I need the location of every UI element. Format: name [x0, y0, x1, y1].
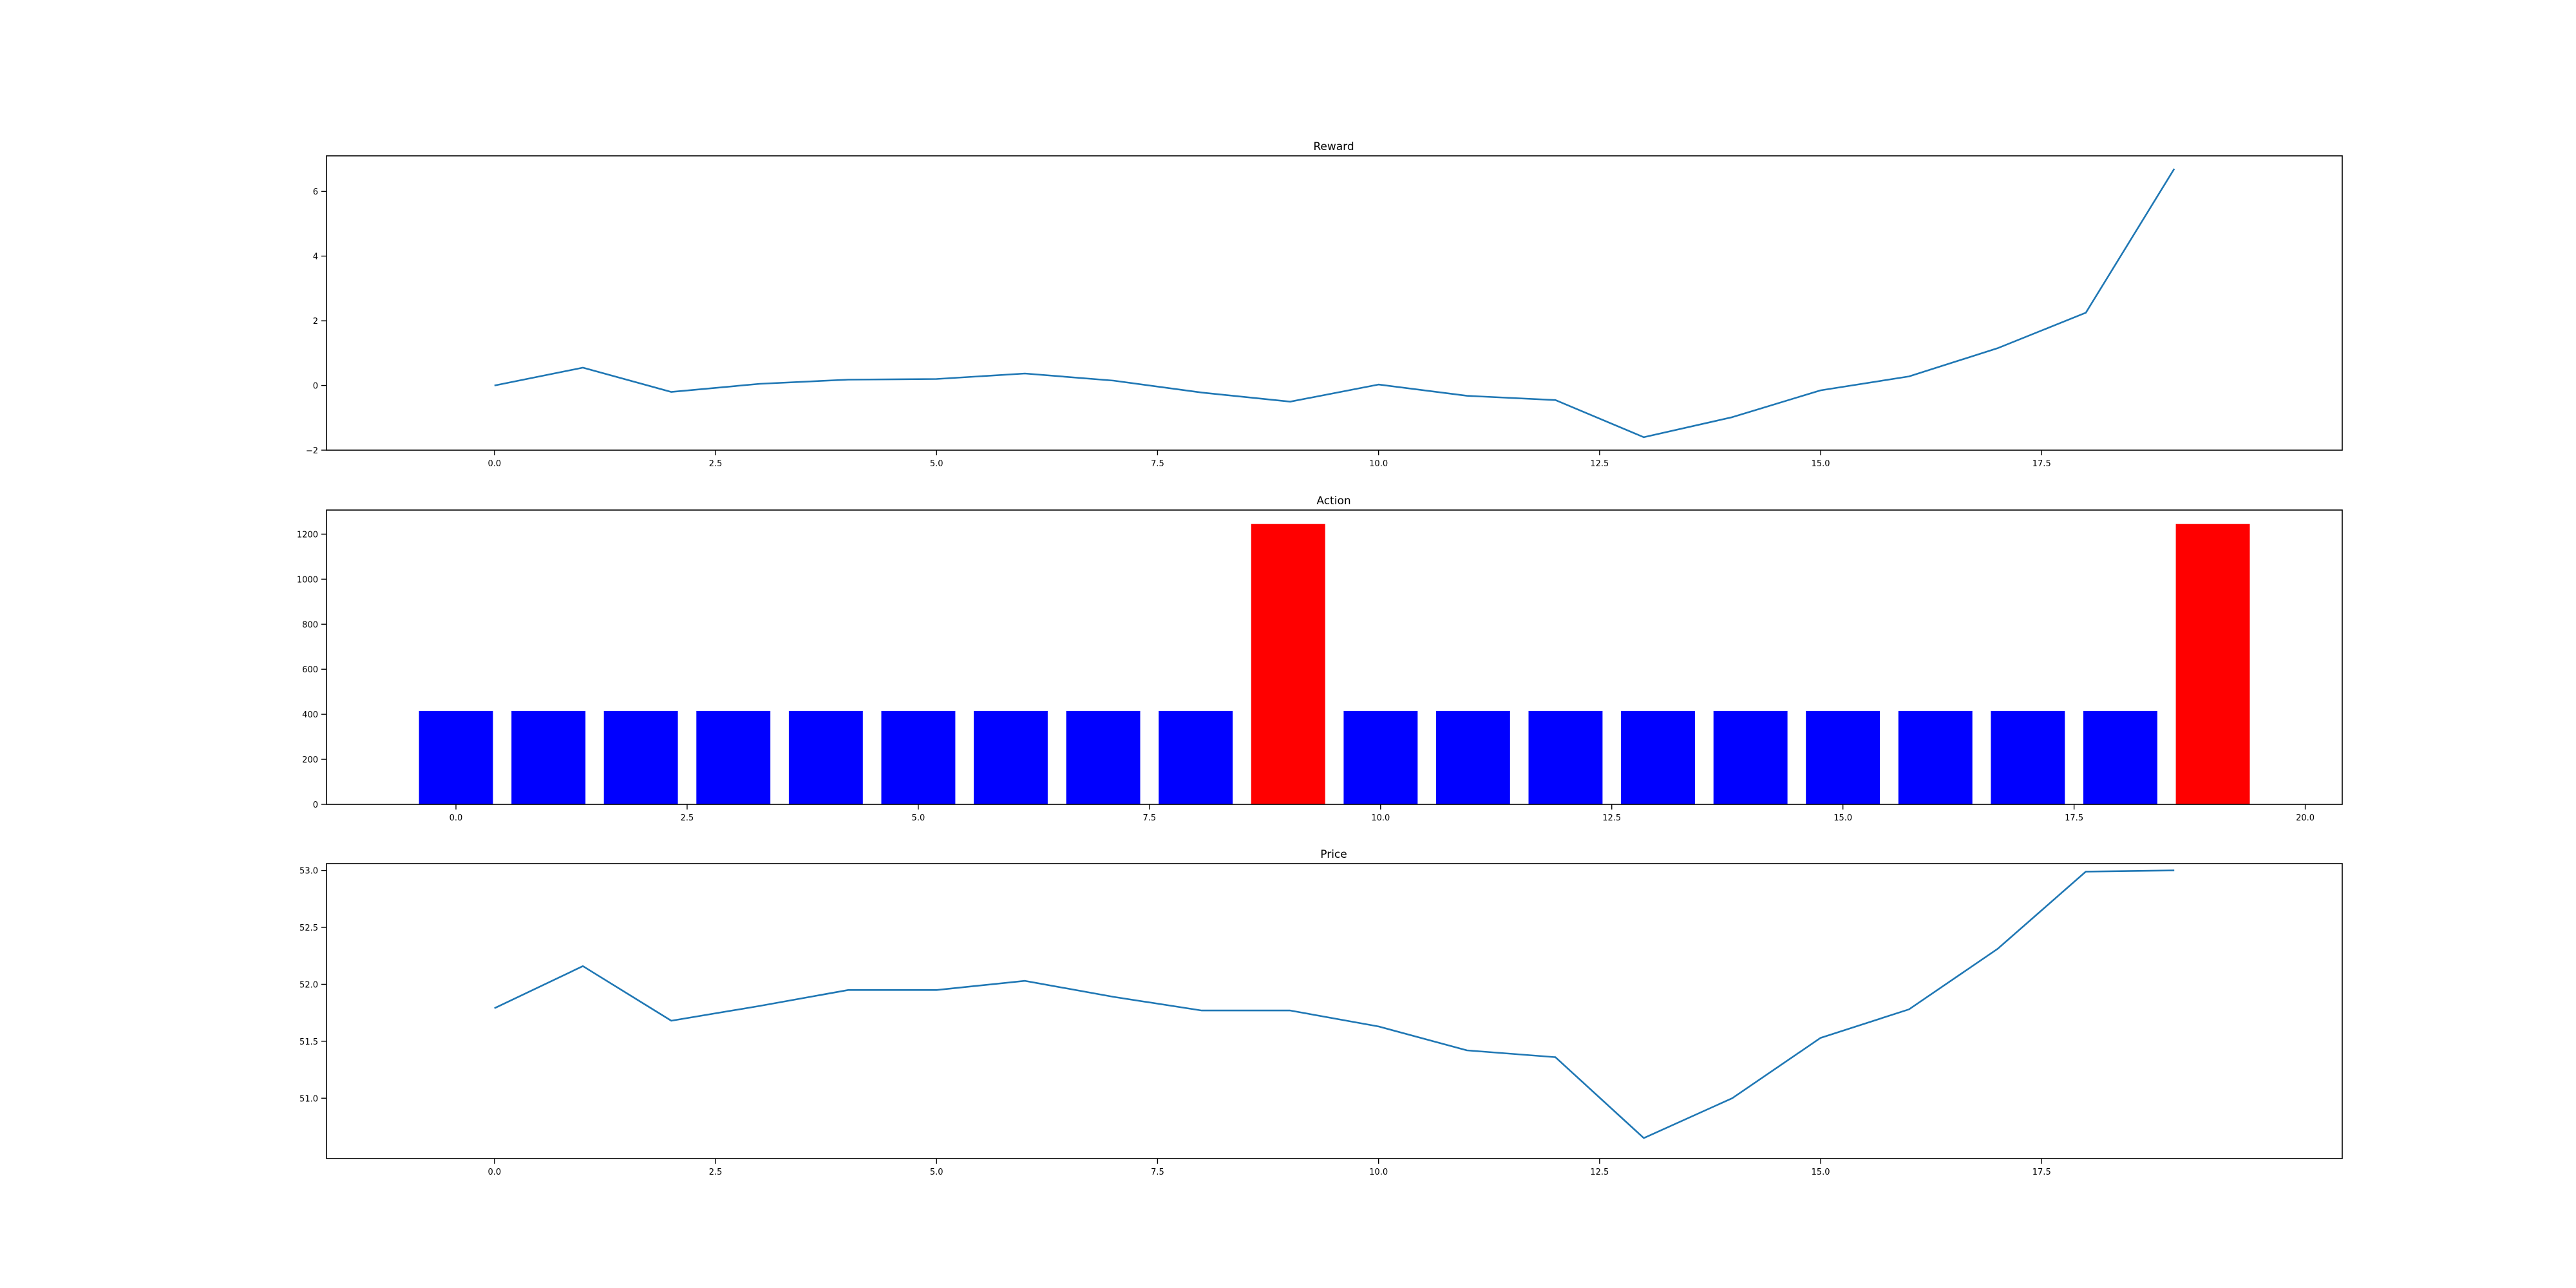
price-ytick-label: 53.0 — [299, 867, 318, 876]
price-xtick-label: 10.0 — [1369, 1168, 1388, 1177]
price-xtick-label: 0.0 — [488, 1168, 501, 1177]
action-bar — [1806, 710, 1880, 804]
reward-series-line — [494, 168, 2175, 439]
action-xtick-label: 7.5 — [1143, 813, 1157, 823]
action-bar — [974, 710, 1048, 804]
action-bar — [603, 710, 678, 804]
reward-panel: Reward 0.0 2.5 5.0 7.5 10.0 12.5 15.0 17.5 −2 0 2 4… — [306, 140, 2343, 469]
reward-xtick-label: 12.5 — [1590, 459, 1609, 469]
price-xtick-label: 12.5 — [1590, 1168, 1609, 1177]
action-bar — [696, 710, 771, 804]
reward-xtick-label: 15.0 — [1812, 459, 1830, 469]
price-ytick-label: 52.0 — [299, 980, 318, 990]
action-bar — [1066, 710, 1141, 804]
action-ytick-label: 0 — [313, 800, 318, 810]
price-xtick-label: 15.0 — [1812, 1168, 1830, 1177]
reward-ytick-label: 2 — [313, 317, 318, 327]
price-xtick-label: 2.5 — [709, 1168, 723, 1177]
price-xtick-label: 17.5 — [2032, 1168, 2051, 1177]
price-xtick-label: 5.0 — [930, 1168, 943, 1177]
reward-ytick-label: −2 — [306, 446, 318, 456]
reward-xtick-label: 10.0 — [1369, 459, 1388, 469]
action-bar — [1343, 710, 1418, 804]
action-axes-frame — [326, 509, 2343, 805]
action-bar — [1621, 710, 1695, 804]
action-xtick-label: 0.0 — [450, 813, 463, 823]
action-xtick-label: 2.5 — [681, 813, 694, 823]
action-bar — [1991, 710, 2065, 804]
action-ytick-label: 800 — [302, 620, 318, 630]
price-panel: Price 0.0 2.5 5.0 7.5 10.0 12.5 15.0 17.5 51.0 51… — [299, 848, 2343, 1177]
price-title: Price — [1320, 848, 1347, 861]
price-ytick-label: 52.5 — [299, 923, 318, 933]
action-xtick-label: 10.0 — [1371, 813, 1390, 823]
reward-xtick-label: 7.5 — [1151, 459, 1164, 469]
reward-xtick-label: 5.0 — [930, 459, 943, 469]
action-bar — [1159, 710, 1233, 804]
action-ytick-label: 400 — [302, 710, 318, 720]
price-ytick-label: 51.5 — [299, 1037, 318, 1047]
action-bar — [419, 710, 493, 804]
action-title: Action — [1316, 495, 1350, 507]
reward-ytick-label: 0 — [313, 382, 318, 392]
action-bar — [1528, 710, 1603, 804]
action-bar — [788, 710, 863, 804]
action-ytick-label: 1000 — [297, 575, 318, 585]
action-xtick-label: 17.5 — [2065, 813, 2083, 823]
price-series-line — [494, 869, 2175, 1139]
action-bar — [1251, 524, 1325, 804]
action-bar — [2175, 524, 2250, 804]
reward-title: Reward — [1313, 140, 1354, 153]
price-ytick-label: 51.0 — [299, 1094, 318, 1104]
reward-xtick-label: 0.0 — [488, 459, 501, 469]
action-bar — [511, 710, 586, 804]
action-xtick-label: 5.0 — [912, 813, 925, 823]
action-ytick-label: 200 — [302, 755, 318, 765]
action-xtick-label: 15.0 — [1833, 813, 1852, 823]
action-ytick-label: 1200 — [297, 530, 318, 540]
price-xtick-label: 7.5 — [1151, 1168, 1164, 1177]
action-xtick-label: 12.5 — [1602, 813, 1621, 823]
reward-ytick-label: 4 — [313, 252, 318, 262]
action-bar — [2083, 710, 2157, 804]
reward-xtick-label: 17.5 — [2032, 459, 2051, 469]
reward-ytick-label: 6 — [313, 187, 318, 197]
reward-xtick-label: 2.5 — [709, 459, 723, 469]
action-xtick-label: 20.0 — [2296, 813, 2315, 823]
action-bar — [1713, 710, 1788, 804]
action-bar — [1898, 710, 1973, 804]
action-panel: Action 0.0 2.5 5.0 7.5 10.0 12.5 15.0 17.5 20.0 0… — [297, 495, 2343, 823]
action-bar — [881, 710, 956, 804]
price-axes-frame — [326, 863, 2343, 1159]
action-bar — [1435, 710, 1510, 804]
reward-axes-frame — [326, 155, 2343, 451]
action-ytick-label: 600 — [302, 665, 318, 675]
